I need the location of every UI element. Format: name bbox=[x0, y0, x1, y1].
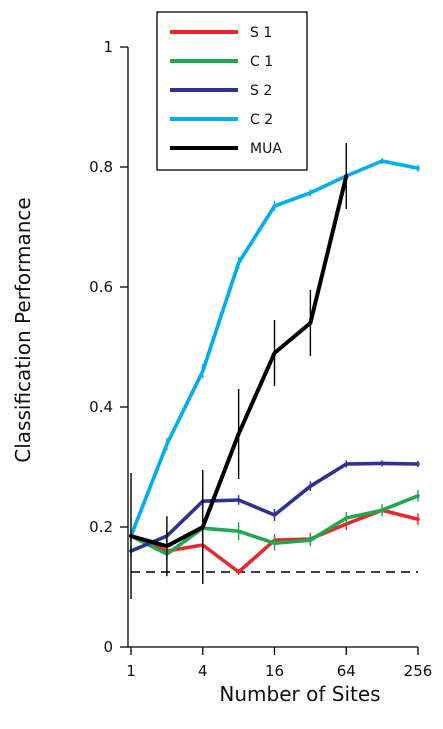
data-point-s2 bbox=[308, 484, 312, 488]
legend-label-s2: S 2 bbox=[250, 83, 272, 99]
y-tick-label: 0.8 bbox=[89, 158, 113, 176]
plot-area: 0 0.2 0.4 0.6 0.8 1 1 4 16 64 256 bbox=[89, 38, 432, 680]
legend-label-s1: S 1 bbox=[250, 25, 272, 41]
legend-label-c1: C 1 bbox=[250, 54, 273, 70]
data-point-mua bbox=[344, 174, 348, 178]
y-tick-label: 0 bbox=[103, 638, 113, 656]
data-point-s1 bbox=[237, 570, 241, 574]
data-point-c1 bbox=[380, 508, 384, 512]
data-point-mua bbox=[201, 525, 205, 529]
data-point-s2 bbox=[380, 461, 384, 465]
x-tick-label: 1 bbox=[126, 662, 136, 680]
data-point-c2 bbox=[416, 166, 420, 170]
data-point-c2 bbox=[201, 369, 205, 373]
data-point-c1 bbox=[416, 494, 420, 498]
data-point-c2 bbox=[165, 442, 169, 446]
y-tick-label: 1 bbox=[103, 38, 113, 56]
data-point-c1 bbox=[237, 529, 241, 533]
data-point-mua bbox=[165, 544, 169, 548]
legend-label-mua: MUA bbox=[250, 141, 282, 157]
data-point-s2 bbox=[344, 462, 348, 466]
legend-label-c2: C 2 bbox=[250, 112, 273, 128]
data-point-c2 bbox=[272, 204, 277, 208]
data-point-mua bbox=[272, 351, 277, 355]
data-point-mua bbox=[308, 321, 312, 325]
y-axis-title: Classification Performance bbox=[11, 197, 35, 462]
x-tick-label: 256 bbox=[404, 662, 433, 680]
series-line-mua bbox=[129, 174, 349, 549]
data-point-c2 bbox=[380, 159, 384, 163]
data-point-c1 bbox=[308, 538, 312, 542]
y-tick-label: 0.6 bbox=[89, 278, 113, 296]
data-point-mua bbox=[237, 432, 241, 436]
data-point-s2 bbox=[416, 462, 420, 466]
data-point-s2 bbox=[237, 498, 241, 502]
data-point-s2 bbox=[272, 513, 277, 517]
y-tick-label: 0.2 bbox=[89, 518, 113, 536]
data-point-s1 bbox=[416, 517, 420, 521]
x-tick-label: 4 bbox=[198, 662, 208, 680]
y-tick-label: 0.4 bbox=[89, 398, 113, 416]
data-point-c1 bbox=[344, 516, 348, 520]
data-point-mua bbox=[129, 534, 133, 538]
data-point-c1 bbox=[272, 541, 277, 545]
x-tick-label: 64 bbox=[337, 662, 356, 680]
data-point-c2 bbox=[237, 261, 241, 265]
legend: S 1 C 1 S 2 C 2 MUA bbox=[156, 11, 308, 171]
data-point-c2 bbox=[308, 191, 312, 195]
x-tick-label: 16 bbox=[265, 662, 284, 680]
x-axis-title: Number of Sites bbox=[219, 682, 380, 706]
